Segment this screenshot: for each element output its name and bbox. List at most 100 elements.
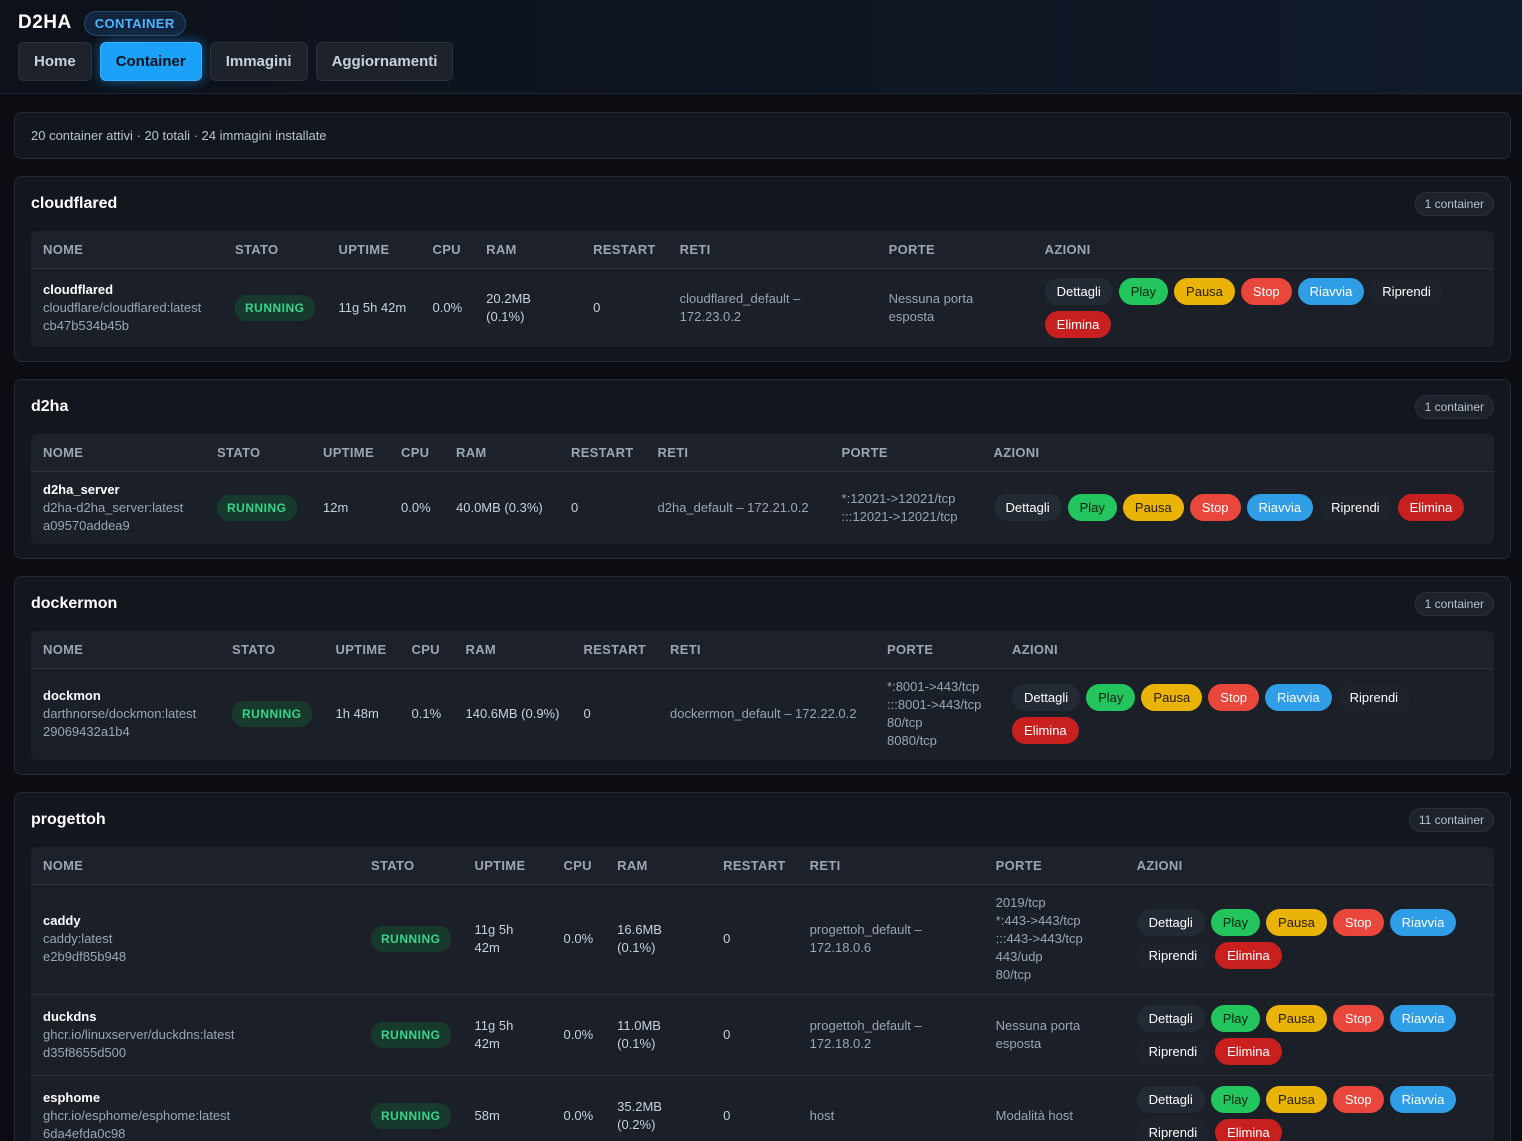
container-table: NOME STATO UPTIME CPU RAM RESTART RETI P… [31, 434, 1494, 544]
stop-button[interactable]: Stop [1332, 909, 1384, 936]
header-uptime: UPTIME [326, 231, 421, 269]
header-ram: RAM [605, 847, 712, 885]
play-button[interactable]: Play [1210, 1004, 1261, 1032]
delete-button[interactable]: Elimina [1215, 1118, 1282, 1141]
pause-button[interactable]: Pausa [1141, 684, 1203, 712]
restart-button[interactable]: Riavvia [1297, 277, 1365, 305]
delete-button[interactable]: Elimina [1215, 1037, 1282, 1065]
resume-button[interactable]: Riprendi [1319, 494, 1392, 522]
group-cloudflared: cloudflared 1 container NOME STATO UPTIM… [14, 176, 1511, 362]
header-cpu: CPU [399, 631, 454, 669]
uptime-value: 58m [462, 1074, 552, 1141]
status-badge: RUNNING [371, 1021, 451, 1048]
container-id: 29069432a1b4 [43, 724, 130, 740]
container-image: caddy:latest [43, 931, 113, 946]
uptime-value: 11g 5h 42m [338, 299, 407, 315]
pause-button[interactable]: Pausa [1174, 277, 1235, 305]
restart-value: 0 [723, 931, 731, 946]
delete-button[interactable]: Elimina [1215, 942, 1282, 969]
resume-button[interactable]: Riprendi [1136, 942, 1210, 969]
main-content: 20 container attivi · 20 totali · 24 imm… [0, 94, 1522, 1141]
network-value: dockermon_default – 172.22.0.2 [670, 706, 857, 722]
restart-value: 0 [593, 299, 601, 315]
restart-button[interactable]: Riavvia [1246, 494, 1314, 522]
stop-button[interactable]: Stop [1189, 494, 1241, 522]
header-cpu: CPU [389, 434, 444, 472]
container-image: ghcr.io/esphome/esphome:latest [43, 1107, 231, 1123]
status-badge: RUNNING [232, 701, 312, 728]
delete-button[interactable]: Elimina [1044, 310, 1112, 338]
restart-value: 0 [711, 993, 798, 1075]
pause-button[interactable]: Pausa [1266, 1085, 1327, 1113]
header-porte: PORTE [875, 631, 1001, 669]
delete-button[interactable]: Elimina [1397, 494, 1465, 522]
container-name: d2ha_server [43, 481, 120, 497]
header-azioni: AZIONI [1124, 847, 1494, 885]
pause-button[interactable]: Pausa [1122, 494, 1184, 522]
stop-button[interactable]: Stop [1208, 684, 1260, 712]
header-ram: RAM [453, 631, 572, 669]
resume-button[interactable]: Riprendi [1337, 684, 1411, 712]
tab-container[interactable]: Container [99, 42, 202, 81]
app-title: D2HA [18, 12, 72, 33]
network-value: d2ha_default – 172.21.0.2 [657, 499, 809, 515]
container-image: cloudflare/cloudflared:latest [43, 299, 202, 315]
tab-immagini[interactable]: Immagini [209, 42, 308, 81]
container-id: e2b9df85b948 [43, 949, 127, 964]
tab-home[interactable]: Home [18, 42, 92, 81]
header-restart: RESTART [581, 231, 668, 269]
delete-button[interactable]: Elimina [1012, 717, 1079, 745]
play-button[interactable]: Play [1067, 494, 1117, 522]
restart-value: 0 [583, 706, 591, 722]
restart-value: 0 [571, 499, 579, 515]
play-button[interactable]: Play [1118, 277, 1169, 305]
play-button[interactable]: Play [1086, 684, 1136, 712]
cpu-value: 0.0% [551, 1074, 606, 1141]
table-row: d2ha_server d2ha-d2ha_server:latest a095… [31, 471, 1494, 544]
stop-button[interactable]: Stop [1332, 1085, 1384, 1113]
header-azioni: AZIONI [981, 434, 1494, 472]
tab-aggiornamenti[interactable]: Aggiornamenti [315, 42, 454, 81]
ram-value: 16.6MB (0.1%) [617, 922, 662, 955]
ram-value: 20.2MB (0.1%) [486, 290, 531, 324]
restart-button[interactable]: Riavvia [1265, 684, 1332, 712]
resume-button[interactable]: Riprendi [1136, 1118, 1210, 1141]
network-value: progettoh_default – 172.18.0.2 [797, 993, 984, 1075]
group-title: dockermon [31, 595, 118, 612]
details-button[interactable]: Dettagli [1136, 1085, 1205, 1113]
ports-value: *:8001->443/tcp :::8001->443/tcp 80/tcp … [887, 679, 982, 749]
restart-button[interactable]: Riavvia [1389, 1004, 1457, 1032]
restart-button[interactable]: Riavvia [1389, 1085, 1457, 1113]
status-badge: RUNNING [371, 926, 451, 952]
cpu-value: 0.0% [401, 499, 431, 515]
status-badge: RUNNING [217, 494, 297, 521]
play-button[interactable]: Play [1210, 909, 1261, 936]
header-restart: RESTART [559, 434, 646, 472]
header-nome: NOME [31, 434, 205, 472]
play-button[interactable]: Play [1210, 1085, 1261, 1113]
stop-button[interactable]: Stop [1240, 277, 1292, 305]
stop-button[interactable]: Stop [1332, 1004, 1384, 1032]
ram-value: 11.0MB (0.1%) [605, 993, 712, 1075]
details-button[interactable]: Dettagli [1044, 277, 1113, 305]
details-button[interactable]: Dettagli [1136, 1004, 1205, 1032]
ports-value: 2019/tcp *:443->443/tcp :::443->443/tcp … [995, 895, 1083, 982]
resume-button[interactable]: Riprendi [1136, 1037, 1210, 1065]
pause-button[interactable]: Pausa [1266, 909, 1327, 936]
header-cpu: CPU [551, 847, 606, 885]
restart-button[interactable]: Riavvia [1389, 909, 1457, 936]
resume-button[interactable]: Riprendi [1370, 277, 1443, 305]
header-ram: RAM [474, 231, 582, 269]
details-button[interactable]: Dettagli [1012, 684, 1081, 712]
group-count-badge: 11 container [1408, 808, 1494, 832]
group-count-badge: 1 container [1414, 192, 1494, 216]
container-name: duckdns [43, 1008, 97, 1024]
pause-button[interactable]: Pausa [1266, 1004, 1327, 1032]
header-nome: NOME [31, 231, 223, 269]
details-button[interactable]: Dettagli [993, 494, 1062, 522]
details-button[interactable]: Dettagli [1136, 909, 1205, 936]
header-porte: PORTE [983, 847, 1125, 885]
header-azioni: AZIONI [1032, 231, 1494, 269]
uptime-value: 11g 5h 42m [474, 922, 514, 955]
container-id: cb47b534b45b [43, 317, 130, 333]
